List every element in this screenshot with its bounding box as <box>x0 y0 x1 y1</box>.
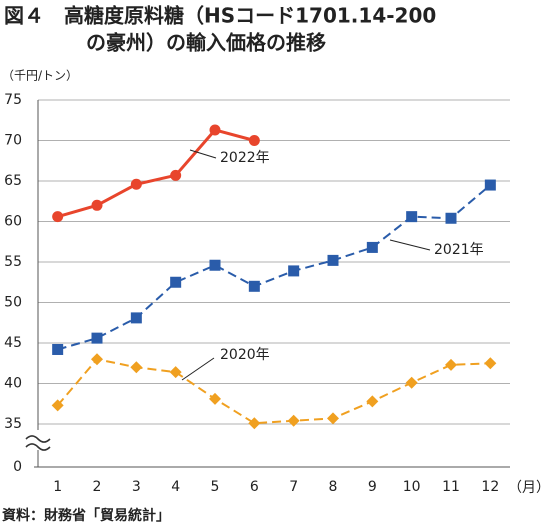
point <box>327 412 339 425</box>
series-line <box>56 358 491 425</box>
leader-line <box>389 239 431 251</box>
x-tick-label: 6 <box>250 479 259 495</box>
point <box>288 265 300 277</box>
x-tick-label: 10 <box>403 479 421 495</box>
point <box>406 211 418 223</box>
point <box>366 395 379 408</box>
y-tick-label: 50 <box>4 295 22 311</box>
y-tick-label: 45 <box>4 335 22 351</box>
y-unit: （千円/トン） <box>2 69 78 83</box>
series-label: 2021年 <box>434 242 484 258</box>
x-tick-label: 3 <box>132 479 141 495</box>
label-bg <box>218 149 274 167</box>
x-tick-label: 5 <box>211 479 220 495</box>
point <box>52 343 64 355</box>
source: 資料：財務省「貿易統計」 <box>2 507 170 524</box>
point <box>484 357 497 370</box>
point <box>170 169 182 181</box>
point <box>248 135 260 146</box>
x-tick-label: 1 <box>53 479 62 495</box>
y-tick-label: 40 <box>4 376 22 392</box>
label-bg <box>432 241 488 259</box>
y-tick-label: 70 <box>4 133 22 149</box>
axis-break <box>25 435 51 443</box>
point <box>209 259 221 271</box>
point <box>327 254 339 266</box>
point <box>52 211 64 223</box>
point <box>484 179 496 191</box>
series-label: 2022年 <box>220 150 270 166</box>
point <box>248 417 261 430</box>
point <box>209 392 221 405</box>
point <box>130 312 142 324</box>
x-tick-label: 4 <box>171 479 180 495</box>
y-tick-label: 65 <box>4 173 22 189</box>
point <box>130 178 142 190</box>
point <box>51 399 64 412</box>
x-tick-label: 2 <box>93 479 102 495</box>
point <box>91 332 103 344</box>
y-tick-label: 55 <box>4 254 22 270</box>
series-line <box>57 184 491 351</box>
point <box>445 212 457 224</box>
x-tick-label: 8 <box>329 479 338 495</box>
point <box>169 366 182 379</box>
y-tick-label: 0 <box>13 459 22 475</box>
y-tick-label: 35 <box>4 416 22 432</box>
point <box>170 276 182 288</box>
point <box>91 353 103 366</box>
y-tick-label: 75 <box>4 92 22 108</box>
point <box>209 124 221 136</box>
point <box>445 358 457 371</box>
point <box>405 376 418 389</box>
point <box>366 241 378 253</box>
x-tick-label: 11 <box>442 479 460 495</box>
series-label: 2020年 <box>220 347 270 363</box>
chart-title: 図４ 高糖度原料糖（HSコード1701.14-200 <box>4 4 436 28</box>
chart-title: の豪州）の輸入価格の推移 <box>86 31 326 55</box>
leader-line <box>189 149 217 159</box>
x-tick-label: 7 <box>289 479 298 495</box>
series-line <box>57 128 255 219</box>
point <box>130 361 143 374</box>
x-tick-label: 12 <box>481 479 499 495</box>
label-bg <box>218 346 274 364</box>
leader-line <box>181 357 215 381</box>
point <box>248 280 260 292</box>
y-tick-label: 60 <box>4 214 22 230</box>
axis-break <box>25 443 51 451</box>
point <box>287 414 300 427</box>
point <box>91 199 103 211</box>
x-tick-label: 9 <box>368 479 377 495</box>
x-unit: （月） <box>508 480 545 496</box>
